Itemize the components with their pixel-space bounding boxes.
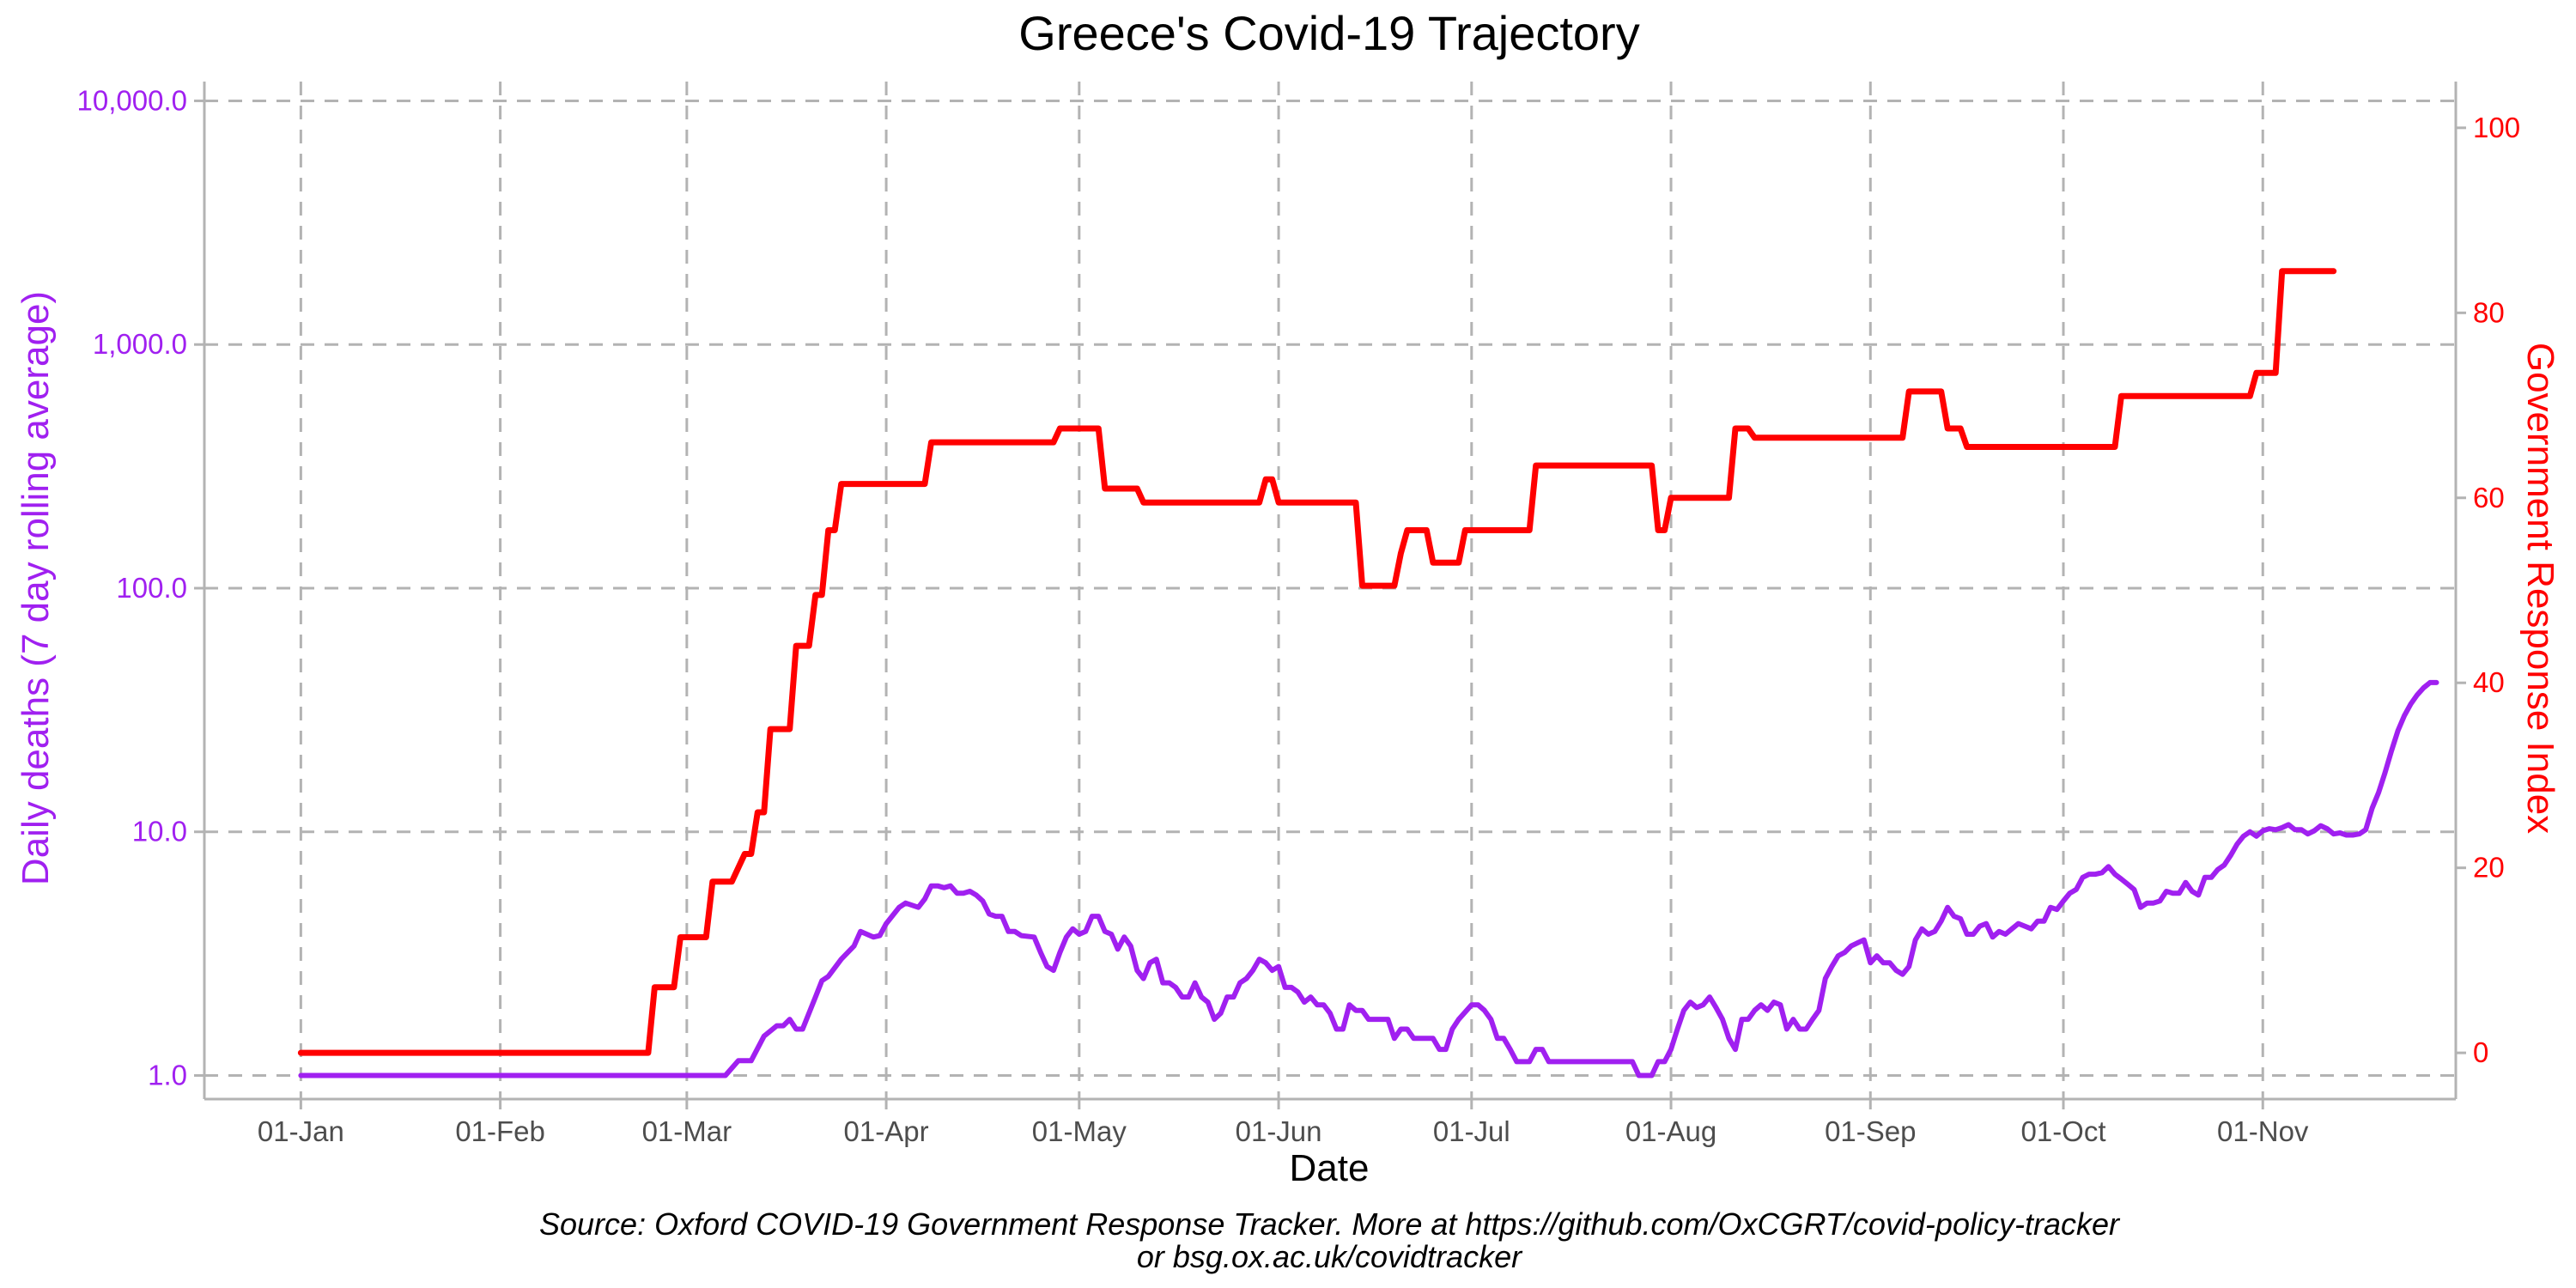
caption-line-2: or bsg.ox.ac.uk/covidtracker [1137, 1239, 1523, 1274]
x-tick-label: 01-Sep [1825, 1115, 1916, 1147]
x-tick-label: 01-Apr [844, 1115, 929, 1147]
caption-line-1: Source: Oxford COVID-19 Government Respo… [539, 1206, 2121, 1242]
y-left-tick-label: 1,000.0 [93, 328, 187, 360]
y-left-tick-label: 10,000.0 [77, 84, 187, 116]
y-axis-right-label: Government Response Index [2519, 343, 2561, 834]
x-tick-label: 01-Jan [258, 1115, 344, 1147]
y-left-tick-label: 1.0 [148, 1060, 187, 1091]
x-tick-label: 01-Jul [1433, 1115, 1510, 1147]
y-axis-left-label: Daily deaths (7 day rolling average) [15, 291, 57, 885]
x-tick-label: 01-Jun [1236, 1115, 1322, 1147]
x-tick-label: 01-Nov [2217, 1115, 2309, 1147]
series [297, 268, 2439, 1078]
x-tick-label: 01-Aug [1625, 1115, 1716, 1147]
y-right-tick-label: 60 [2473, 482, 2505, 513]
x-tick-label: 01-Oct [2020, 1115, 2105, 1147]
series-line-response-index [297, 268, 2337, 1056]
y-right-tick-label: 40 [2473, 666, 2505, 698]
tick-labels: 01-Jan 01-Feb 01-Mar 01-Apr 01-May 01-Jun 01-J… [77, 84, 2521, 1147]
x-tick-label: 01-May [1032, 1115, 1127, 1147]
y-right-tick-label: 20 [2473, 852, 2505, 884]
y-right-tick-label: 80 [2473, 296, 2505, 328]
x-axis-label: Date [1290, 1147, 1370, 1189]
y-left-tick-label: 100.0 [116, 572, 187, 604]
axes [194, 82, 2466, 1109]
chart-title: Greece's Covid-19 Trajectory [1018, 6, 1639, 60]
series-line-daily-deaths [298, 679, 2439, 1078]
x-tick-label: 01-Feb [455, 1115, 545, 1147]
y-right-tick-label: 100 [2473, 112, 2520, 143]
x-tick-label: 01-Mar [642, 1115, 732, 1147]
y-right-tick-label: 0 [2473, 1036, 2488, 1068]
y-left-tick-label: 10.0 [132, 816, 187, 848]
grid [204, 82, 2456, 1099]
